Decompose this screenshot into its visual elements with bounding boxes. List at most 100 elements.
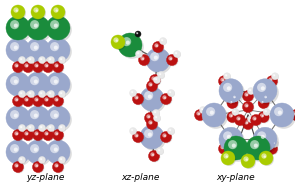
Circle shape bbox=[30, 144, 39, 153]
Circle shape bbox=[19, 91, 26, 98]
Circle shape bbox=[270, 79, 272, 81]
Circle shape bbox=[20, 58, 22, 60]
Circle shape bbox=[206, 107, 215, 116]
Circle shape bbox=[153, 109, 160, 116]
Circle shape bbox=[170, 92, 171, 93]
Circle shape bbox=[22, 129, 34, 140]
Circle shape bbox=[150, 122, 152, 124]
Circle shape bbox=[59, 125, 66, 132]
Circle shape bbox=[148, 150, 160, 161]
Circle shape bbox=[34, 24, 38, 28]
Circle shape bbox=[33, 7, 39, 13]
Circle shape bbox=[54, 163, 58, 168]
Circle shape bbox=[32, 129, 43, 140]
Circle shape bbox=[130, 128, 137, 135]
Circle shape bbox=[254, 144, 258, 148]
Circle shape bbox=[35, 131, 39, 136]
Circle shape bbox=[19, 57, 26, 64]
Circle shape bbox=[259, 112, 270, 123]
Circle shape bbox=[155, 116, 157, 118]
Circle shape bbox=[201, 108, 203, 110]
Circle shape bbox=[149, 151, 160, 162]
Circle shape bbox=[147, 81, 158, 91]
Circle shape bbox=[261, 86, 265, 90]
Circle shape bbox=[142, 89, 166, 113]
Circle shape bbox=[138, 53, 139, 54]
Circle shape bbox=[49, 58, 51, 60]
Circle shape bbox=[174, 51, 181, 58]
Circle shape bbox=[144, 91, 153, 100]
Circle shape bbox=[50, 93, 51, 94]
Circle shape bbox=[113, 37, 119, 43]
Circle shape bbox=[35, 9, 38, 12]
Circle shape bbox=[243, 119, 254, 130]
Circle shape bbox=[246, 136, 270, 160]
Circle shape bbox=[50, 144, 59, 153]
Circle shape bbox=[291, 109, 295, 121]
Circle shape bbox=[6, 106, 30, 130]
Circle shape bbox=[268, 145, 273, 149]
Circle shape bbox=[40, 158, 42, 160]
Circle shape bbox=[19, 125, 26, 132]
Circle shape bbox=[133, 94, 144, 105]
Circle shape bbox=[222, 147, 224, 149]
Circle shape bbox=[53, 96, 64, 107]
Circle shape bbox=[234, 97, 235, 98]
Circle shape bbox=[248, 116, 255, 123]
Circle shape bbox=[232, 109, 240, 116]
Circle shape bbox=[153, 110, 160, 117]
Circle shape bbox=[224, 140, 230, 147]
Circle shape bbox=[46, 65, 48, 67]
Circle shape bbox=[48, 91, 55, 98]
Circle shape bbox=[173, 50, 181, 57]
Circle shape bbox=[148, 116, 150, 118]
Circle shape bbox=[248, 88, 255, 94]
Circle shape bbox=[56, 133, 58, 135]
Circle shape bbox=[156, 117, 157, 118]
Circle shape bbox=[42, 95, 53, 106]
Circle shape bbox=[43, 96, 54, 107]
Circle shape bbox=[26, 16, 50, 40]
Circle shape bbox=[223, 131, 232, 140]
Circle shape bbox=[257, 131, 266, 140]
Circle shape bbox=[242, 155, 256, 169]
Circle shape bbox=[8, 74, 32, 98]
Circle shape bbox=[42, 129, 53, 140]
Circle shape bbox=[162, 95, 167, 100]
Circle shape bbox=[168, 56, 173, 60]
Circle shape bbox=[202, 109, 203, 110]
Circle shape bbox=[53, 162, 64, 173]
Circle shape bbox=[14, 148, 18, 152]
Circle shape bbox=[24, 131, 29, 136]
Circle shape bbox=[232, 108, 239, 115]
Circle shape bbox=[260, 152, 274, 166]
Circle shape bbox=[258, 112, 269, 122]
Circle shape bbox=[46, 16, 70, 40]
Circle shape bbox=[53, 161, 63, 173]
Circle shape bbox=[266, 143, 278, 154]
Circle shape bbox=[26, 140, 50, 164]
Circle shape bbox=[8, 18, 32, 42]
Circle shape bbox=[227, 112, 238, 122]
Circle shape bbox=[33, 130, 44, 141]
Circle shape bbox=[131, 91, 133, 93]
Circle shape bbox=[199, 106, 206, 114]
Circle shape bbox=[161, 39, 163, 41]
Circle shape bbox=[48, 40, 72, 64]
Circle shape bbox=[12, 95, 24, 106]
Circle shape bbox=[154, 43, 158, 48]
Circle shape bbox=[140, 87, 164, 111]
Circle shape bbox=[41, 93, 42, 94]
Circle shape bbox=[228, 140, 237, 149]
Circle shape bbox=[253, 79, 277, 103]
Circle shape bbox=[30, 110, 39, 119]
Circle shape bbox=[34, 80, 38, 84]
Circle shape bbox=[30, 59, 31, 60]
Circle shape bbox=[35, 63, 39, 67]
Circle shape bbox=[272, 141, 279, 148]
Circle shape bbox=[130, 90, 137, 97]
Circle shape bbox=[19, 125, 25, 132]
Circle shape bbox=[148, 50, 172, 74]
Circle shape bbox=[266, 97, 267, 98]
Circle shape bbox=[35, 163, 39, 168]
